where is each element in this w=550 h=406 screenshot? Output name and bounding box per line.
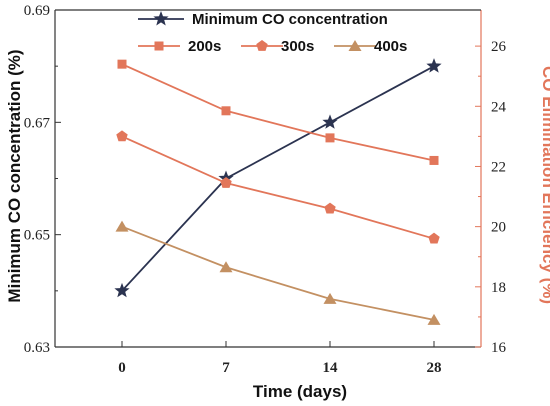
y-left-tick-label: 0.67: [24, 115, 51, 131]
data-point-square: [117, 59, 127, 69]
y-right-tick-label: 18: [491, 280, 506, 296]
y-axis-right-title: CO Elimination Efficiency (%): [539, 66, 550, 304]
data-point-star: [114, 282, 130, 298]
legend-label: 200s: [188, 38, 221, 55]
data-point-triangle: [115, 220, 129, 232]
legend-marker-pentagon: [256, 40, 268, 51]
x-tick-label: 7: [222, 360, 230, 376]
data-point-pentagon: [324, 202, 336, 214]
data-point-star: [426, 58, 442, 73]
legend-label: 400s: [374, 38, 407, 55]
legend-marker-star: [153, 11, 169, 26]
series-markers: [114, 58, 442, 325]
x-axis-title: Time (days): [253, 382, 347, 401]
y-right-tick-label: 22: [491, 159, 506, 175]
y-axis-left-title: Minimum CO concentration (%): [5, 49, 24, 302]
series-lines: [121, 63, 435, 321]
data-point-square: [325, 133, 335, 143]
x-tick-label: 28: [427, 360, 442, 376]
axes: [54, 9, 482, 348]
y-right-tick-label: 24: [491, 99, 507, 115]
data-point-triangle: [427, 313, 441, 325]
tick-labels: 0 7 14 28 0.63 0.65 0.67 0.69 16 18 20 22 24 26: [24, 3, 507, 376]
legend-marker-square: [154, 41, 164, 51]
y-right-tick-label: 26: [491, 39, 507, 55]
data-point-triangle: [323, 292, 337, 304]
data-point-pentagon: [220, 177, 232, 188]
legend-label: 300s: [281, 38, 314, 55]
series-line-pentagon: [121, 135, 435, 240]
data-point-square: [221, 106, 231, 116]
legend-marker-triangle: [348, 40, 362, 51]
y-right-tick-label: 16: [491, 340, 507, 356]
x-tick-label: 14: [323, 360, 339, 376]
data-point-pentagon: [116, 130, 128, 142]
series-line-square: [121, 63, 435, 162]
legend-label: Minimum CO concentration: [192, 11, 388, 28]
x-tick-label: 0: [118, 360, 126, 376]
data-point-star: [322, 114, 338, 129]
y-left-tick-label: 0.69: [24, 3, 50, 19]
data-point-square: [429, 155, 439, 165]
data-point-pentagon: [428, 232, 440, 244]
y-left-tick-label: 0.63: [24, 340, 50, 356]
series-line-triangle: [121, 225, 435, 321]
series-line-star: [121, 65, 435, 292]
y-left-tick-label: 0.65: [24, 228, 50, 244]
legend: Minimum CO concentration 200s 300s 400s: [138, 11, 407, 55]
data-point-triangle: [219, 261, 233, 273]
y-right-tick-label: 20: [491, 220, 506, 236]
